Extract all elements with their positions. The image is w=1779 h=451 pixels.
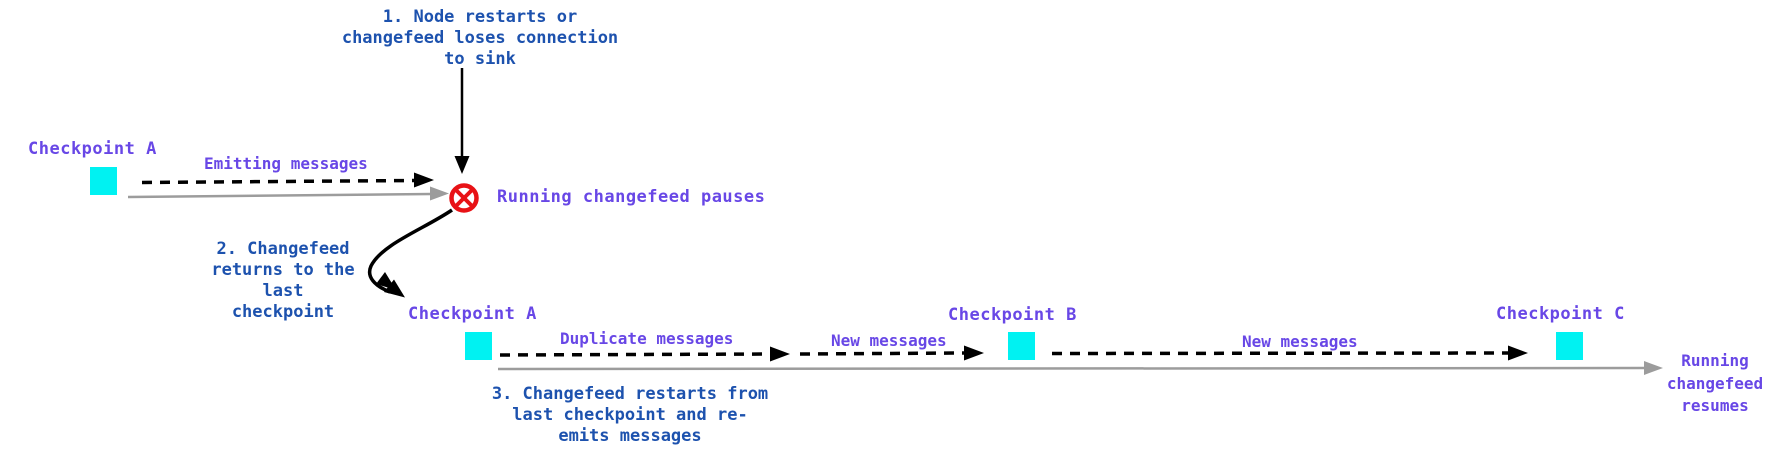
duplicate-messages-arrow bbox=[499, 346, 790, 362]
note-line: to sink bbox=[444, 49, 516, 69]
top-timeline-arrow bbox=[127, 186, 449, 201]
emitting-messages-label: Emitting messages bbox=[204, 154, 368, 173]
new-messages-label-1: New messages bbox=[831, 331, 947, 350]
note-line: 2. Changefeed bbox=[216, 239, 350, 259]
note-line: returns to the bbox=[211, 260, 355, 280]
note-line: changefeed loses connection bbox=[341, 28, 619, 48]
checkpoint-a-bottom-label: Checkpoint A bbox=[408, 304, 537, 324]
note-line: checkpoint bbox=[231, 302, 335, 322]
running-changefeed-resumes-label: Running changefeed resumes bbox=[1660, 350, 1770, 418]
new-messages-label-2: New messages bbox=[1242, 332, 1358, 351]
duplicate-messages-label: Duplicate messages bbox=[560, 329, 734, 348]
running-changefeed-pauses-label: Running changefeed pauses bbox=[497, 187, 766, 207]
checkpoint-c-marker bbox=[1556, 332, 1583, 360]
note-returns-to-checkpoint: 2. Changefeed returns to the last checkp… bbox=[197, 239, 369, 323]
note-node-restarts: 1. Node restarts or changefeed loses con… bbox=[300, 7, 660, 70]
checkpoint-a-top-label: Checkpoint A bbox=[28, 139, 157, 159]
emitting-messages-arrow bbox=[141, 172, 434, 188]
note-restarts-from-checkpoint: 3. Changefeed restarts from last checkpo… bbox=[450, 384, 810, 447]
resumes-line: resumes bbox=[1681, 396, 1749, 415]
checkpoint-a-bottom-marker bbox=[465, 332, 492, 360]
note-line: last bbox=[262, 281, 304, 301]
new-messages-arrow-1 bbox=[799, 345, 984, 361]
resumes-line: Running bbox=[1681, 351, 1749, 370]
note-line: 3. Changefeed restarts from bbox=[491, 384, 769, 404]
checkpoint-b-label: Checkpoint B bbox=[948, 305, 1077, 325]
return-to-checkpoint-arrow bbox=[368, 208, 453, 298]
resumes-line: changefeed bbox=[1666, 373, 1764, 393]
node-restart-arrow bbox=[454, 68, 470, 174]
note-line: last checkpoint and re- bbox=[512, 405, 748, 425]
checkpoint-b-marker bbox=[1008, 332, 1035, 360]
checkpoint-a-top-marker bbox=[90, 167, 117, 195]
bottom-timeline-arrow bbox=[497, 361, 1663, 375]
note-line: 1. Node restarts or bbox=[382, 7, 578, 27]
crossed-circle-icon bbox=[449, 183, 479, 213]
note-line: emits messages bbox=[558, 426, 702, 446]
new-messages-arrow-2 bbox=[1051, 345, 1528, 361]
checkpoint-c-label: Checkpoint C bbox=[1496, 304, 1625, 324]
